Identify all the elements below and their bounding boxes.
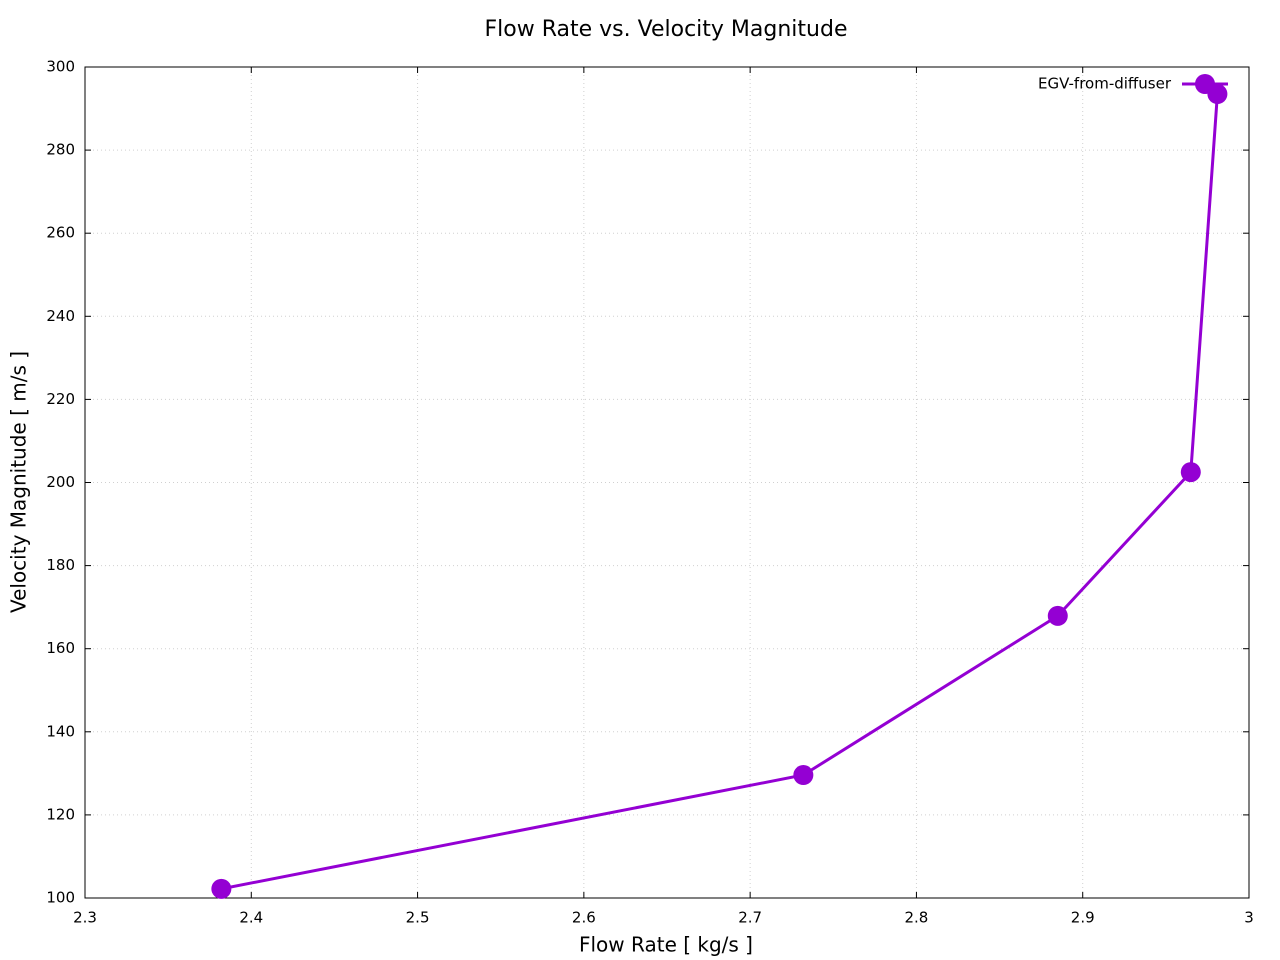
y-tick-label: 100 — [46, 889, 75, 907]
y-tick-label: 280 — [46, 141, 75, 159]
legend-label: EGV-from-diffuser — [1038, 75, 1172, 93]
x-tick-label: 2.6 — [572, 909, 596, 927]
x-tick-label: 2.5 — [406, 909, 430, 927]
chart-title: Flow Rate vs. Velocity Magnitude — [485, 17, 848, 42]
data-point — [1180, 462, 1201, 483]
y-tick-label: 140 — [46, 722, 75, 740]
x-tick-label: 2.4 — [239, 909, 263, 927]
x-axis-label: Flow Rate [ kg/s ] — [579, 933, 753, 957]
y-tick-label: 180 — [46, 556, 75, 574]
x-tick-label: 2.8 — [904, 909, 928, 927]
y-tick-label: 300 — [46, 58, 75, 76]
y-tick-label: 200 — [46, 473, 75, 491]
x-tick-label: 2.3 — [73, 909, 97, 927]
plot-frame — [84, 66, 1250, 899]
x-tick-label: 3 — [1244, 909, 1254, 927]
y-tick-label: 160 — [46, 639, 75, 657]
y-axis-label: Velocity Magnitude [ m/s ] — [7, 351, 31, 613]
data-line — [221, 93, 1219, 891]
data-point — [211, 878, 232, 899]
y-tick-label: 120 — [46, 805, 75, 823]
y-tick-label: 220 — [46, 390, 75, 408]
x-tick-label: 2.9 — [1071, 909, 1095, 927]
y-tick-label: 240 — [46, 307, 75, 325]
x-tick-label: 2.7 — [738, 909, 762, 927]
legend-marker — [1195, 74, 1215, 94]
data-point — [793, 765, 814, 786]
y-tick-label: 260 — [46, 224, 75, 242]
data-point — [1047, 605, 1068, 626]
